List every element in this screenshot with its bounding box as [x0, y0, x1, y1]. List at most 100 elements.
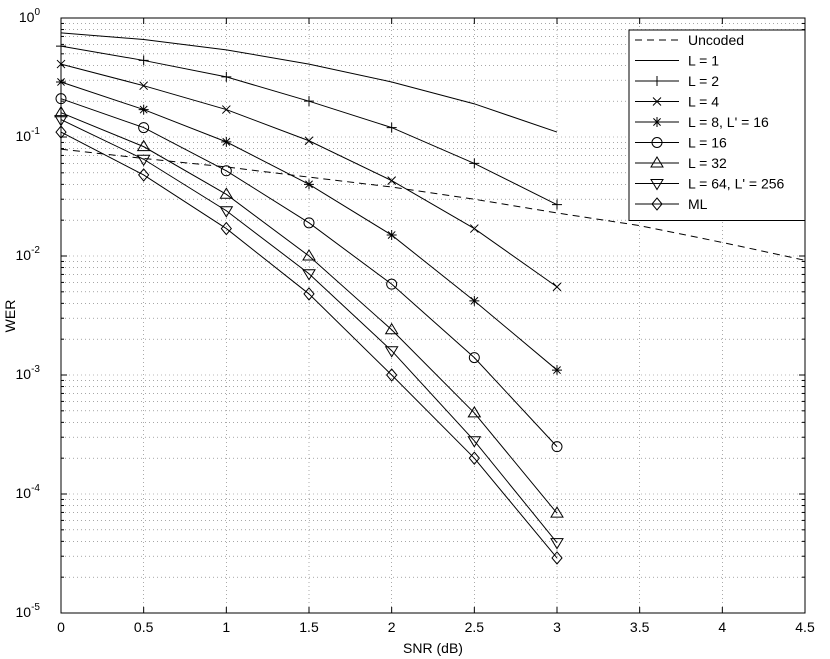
data-point-8-2	[220, 221, 232, 236]
y-tick-exponent: -3	[31, 364, 40, 375]
data-point-8-1	[138, 168, 150, 182]
legend-label-1: L = 1	[688, 53, 719, 69]
data-point-6-4	[384, 322, 399, 335]
legend-label-2: L = 2	[688, 73, 719, 89]
data-point-2-5	[469, 158, 480, 169]
plot-frame	[60, 17, 806, 614]
legend-label-8: ML	[688, 196, 708, 212]
data-point-3-3	[304, 136, 314, 146]
x-tick-label: 4	[718, 619, 726, 635]
series-line-8	[60, 131, 558, 559]
y-tick-base: 10	[19, 9, 35, 25]
data-point-8-3	[303, 287, 315, 301]
y-tick-label: 10-3	[16, 364, 41, 382]
data-point-2-6	[552, 199, 562, 210]
x-tick-label: 0	[57, 619, 65, 635]
x-tick-label: 4.5	[795, 619, 815, 635]
y-tick-label: 10-2	[16, 245, 41, 263]
legend-box	[628, 29, 806, 221]
x-tick-label: 1	[222, 619, 230, 635]
legend-marker-8	[651, 197, 663, 211]
data-point-5-3	[303, 217, 315, 229]
x-tick-label: 0.5	[134, 619, 154, 635]
series-5	[55, 93, 563, 453]
legend-marker-3	[652, 97, 662, 106]
series-lines	[54, 32, 806, 565]
data-point-4-5	[469, 295, 480, 306]
x-tick-label: 1.5	[299, 619, 319, 635]
series-1	[60, 32, 558, 133]
x-tick-label: 3.5	[630, 619, 650, 635]
x-axis-label: SNR (dB)	[403, 640, 463, 656]
series-0	[60, 148, 806, 261]
legend: Uncoded L = 1 L = 2 L = 4 L = 8, L' = 16 L = …	[628, 29, 806, 221]
series-7	[54, 115, 564, 550]
data-point-5-4	[386, 278, 398, 290]
data-point-3-4	[387, 176, 397, 185]
x-tick-label: 2.5	[465, 619, 485, 635]
y-tick-base: 10	[16, 366, 32, 382]
data-point-7-3	[302, 269, 316, 281]
series-line-0	[60, 148, 806, 261]
data-point-8-6	[551, 551, 563, 565]
y-tick-base: 10	[16, 128, 32, 144]
y-tick-base: 10	[16, 485, 32, 501]
data-point-3-5	[469, 224, 479, 233]
data-point-4-2	[221, 136, 232, 147]
y-axis-label: WER	[2, 300, 18, 333]
data-point-4-6	[552, 365, 562, 376]
data-point-4-3	[304, 179, 314, 190]
data-point-5-2	[220, 165, 232, 177]
data-point-7-6	[550, 538, 564, 550]
legend-marker-7	[650, 179, 664, 191]
data-point-2-1	[138, 55, 149, 66]
y-tick-label: 10-4	[16, 483, 41, 501]
series-line-5	[60, 98, 558, 447]
y-tick-label: 10-5	[16, 602, 41, 620]
data-point-4-1	[138, 104, 149, 115]
y-tick-exponent: -5	[31, 602, 40, 613]
data-point-8-4	[386, 368, 398, 382]
data-point-6-6	[550, 506, 564, 518]
y-tick-label: 100	[19, 7, 41, 25]
legend-label-0: Uncoded	[688, 32, 744, 48]
legend-marker-5	[651, 137, 663, 148]
data-point-5-1	[138, 122, 150, 134]
data-point-4-4	[386, 230, 397, 241]
legend-label-4: L = 8, L' = 16	[688, 114, 769, 130]
data-point-7-4	[384, 346, 399, 358]
legend-label-5: L = 16	[688, 135, 727, 151]
data-point-2-4	[386, 122, 397, 133]
data-point-5-6	[551, 441, 563, 453]
data-point-7-1	[136, 154, 151, 167]
series-line-6	[60, 112, 558, 514]
series-3	[56, 59, 562, 292]
data-point-7-2	[219, 206, 234, 218]
data-point-3-1	[139, 81, 149, 91]
y-tick-exponent: -4	[31, 483, 40, 494]
data-point-5-5	[468, 352, 480, 364]
legend-marker-4	[652, 117, 662, 127]
data-point-2-3	[304, 96, 314, 107]
x-tick-label: 2	[388, 619, 396, 635]
y-tick-exponent: -1	[31, 126, 40, 137]
series-line-7	[60, 119, 558, 543]
data-point-3-6	[552, 282, 562, 292]
data-point-6-3	[302, 249, 316, 261]
data-point-6-1	[136, 139, 151, 152]
data-point-7-5	[467, 436, 482, 448]
axis-ticks: 0 0.5 1 1.5 2 2.5 3 3.5 4 4.510010-110-210-310-41…	[16, 7, 815, 635]
legend-marker-2	[652, 76, 662, 86]
data-point-2-2	[221, 71, 232, 82]
data-point-6-2	[219, 187, 234, 199]
data-point-8-5	[468, 451, 480, 465]
x-tick-label: 3	[553, 619, 561, 635]
y-tick-label: 10-1	[16, 126, 41, 144]
legend-label-6: L = 32	[688, 155, 727, 171]
data-point-3-2	[221, 105, 231, 114]
legend-label-7: L = 64, L' = 256	[688, 176, 785, 192]
series-line-1	[60, 32, 558, 133]
legend-label-3: L = 4	[688, 94, 719, 110]
legend-marker-6	[650, 156, 664, 168]
